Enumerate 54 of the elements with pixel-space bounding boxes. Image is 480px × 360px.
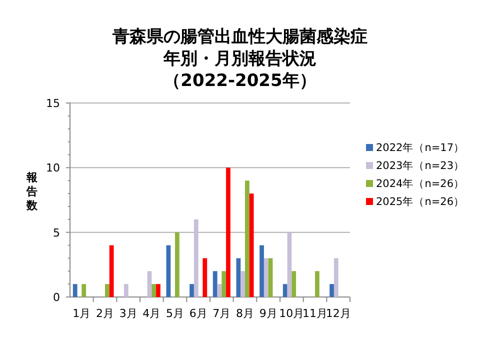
bar	[264, 258, 268, 297]
x-tick-label: 7月	[212, 307, 231, 320]
x-tick-label: 4月	[142, 307, 161, 320]
bar	[268, 258, 273, 297]
bar	[287, 232, 292, 297]
x-tick-label: 12月	[326, 307, 351, 320]
bar	[222, 271, 226, 297]
bar	[124, 284, 128, 297]
x-tick-label: 6月	[189, 307, 208, 320]
x-tick-label: 11月	[302, 307, 328, 320]
legend-label: 2022年（n=17）	[376, 142, 465, 154]
y-tick-label: 15	[46, 97, 60, 110]
bar	[72, 284, 78, 297]
bar	[152, 284, 156, 297]
bar	[217, 284, 222, 297]
bar	[166, 245, 171, 297]
bar	[249, 194, 254, 297]
bar	[260, 245, 264, 297]
bar	[330, 284, 334, 297]
bar	[147, 271, 152, 297]
legend-label: 2024年（n=26）	[376, 178, 465, 190]
y-tick-label: 10	[46, 162, 60, 175]
bar	[109, 245, 114, 297]
chart-title: 青森県の腸管出血性大腸菌感染症	[112, 27, 368, 47]
x-tick-label: 10月	[279, 307, 304, 320]
legend-label: 2025年（n=26）	[376, 196, 465, 208]
bar	[202, 258, 208, 297]
bar	[156, 284, 160, 297]
x-tick-label: 2月	[96, 307, 114, 320]
bar	[226, 168, 230, 297]
chart-subtitle: 年別・月別報告状況	[162, 49, 316, 69]
bar	[245, 180, 250, 297]
bar	[82, 284, 86, 297]
x-tick-label: 8月	[236, 307, 254, 320]
bar	[240, 271, 245, 297]
x-tick-label: 5月	[166, 307, 184, 320]
x-tick-label: 3月	[119, 307, 138, 320]
y-tick-label: 0	[53, 291, 60, 304]
bar	[236, 258, 241, 297]
text: （2022-2025年）	[164, 71, 316, 91]
bar	[105, 284, 110, 297]
bar	[175, 232, 180, 297]
bar	[292, 271, 296, 297]
bar	[190, 284, 194, 297]
bar	[212, 271, 218, 297]
y-tick-label: 5	[53, 226, 60, 240]
y-axis-title: 報告数	[26, 171, 38, 212]
legend-label: 2023年（n=23）	[376, 160, 465, 172]
bar	[282, 284, 288, 297]
x-tick-label: 9月	[259, 307, 278, 320]
bar	[334, 258, 338, 297]
bar	[315, 271, 320, 297]
bar	[194, 219, 198, 297]
x-tick-label: 1月	[72, 307, 91, 320]
